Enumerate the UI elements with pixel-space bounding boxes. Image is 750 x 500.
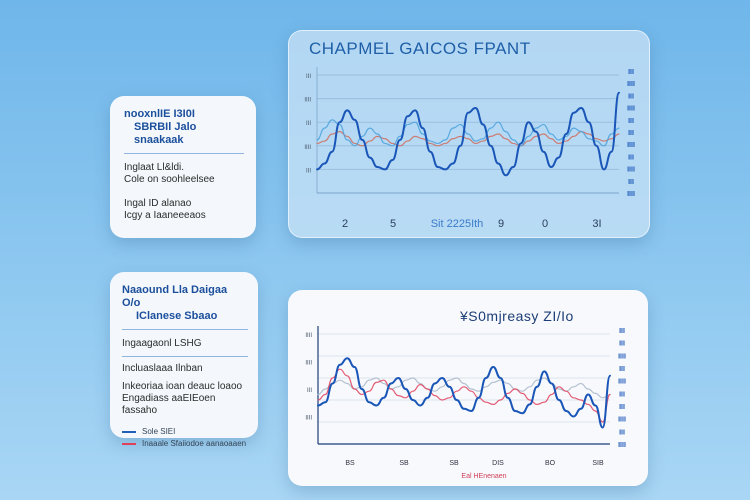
x-axis-label: Eal HEnenaen: [461, 473, 506, 480]
info-card-1-subtitle: SBRBIl Jalo snaakaak: [134, 121, 197, 146]
series-line-2: [316, 119, 620, 147]
chart-2-title: ¥S0mjreasy ZI/Io: [460, 308, 574, 324]
y-tick-label-right: III: [628, 69, 634, 76]
info-card-2-line: Inkeoriaa ioan deauc loaoo: [122, 381, 243, 392]
chart-1-plot: IIIIIIIIIIIIIIIIIIIIIIIIIIIIIIIIIIIIIIII…: [304, 67, 635, 230]
x-tick-label: BO: [545, 460, 556, 467]
y-tick-label-right: III: [628, 154, 634, 161]
y-tick-label-right: IIII: [627, 142, 635, 149]
y-tick-label: IIII: [304, 98, 311, 104]
info-card-1-line: Ingal ID alanao: [124, 198, 192, 209]
y-tick-label-right: III: [619, 404, 625, 411]
info-card-1-line: Icgy a Iaaneeeaos: [124, 210, 206, 221]
x-tick-label: 9: [498, 218, 504, 230]
info-card-2: Naaound Lla Daigaa O/o IClanese Sbaao In…: [110, 272, 258, 448]
y-tick-label: III: [306, 168, 311, 174]
y-tick-label-right: III: [619, 391, 625, 398]
x-tick-label: 5: [390, 218, 396, 230]
y-tick-label: IIII: [305, 416, 312, 422]
y-tick-label: III: [307, 388, 312, 394]
y-tick-label: III: [306, 74, 311, 80]
chart-2-plot: IIIIIIIIIIIIIIIIIIIIIIIIIIIIIIIIIIIIIIII…: [305, 326, 626, 480]
legend-swatch: [122, 430, 136, 433]
legend-item: Sole SIEI: [122, 427, 248, 436]
x-tick-label: SB: [449, 460, 459, 467]
y-tick-label-right: IIII: [618, 417, 626, 424]
info-card-1-title: nooxnlIE I3I0I: [124, 108, 195, 120]
y-tick-label-right: IIII: [618, 442, 626, 449]
info-card-2-line: Ingaagaonl LSHG: [122, 338, 202, 349]
y-tick-label-right: IIII: [618, 379, 626, 386]
y-tick-label-right: IIII: [627, 167, 635, 174]
x-tick-label: 3I: [592, 218, 601, 230]
y-tick-label-right: IIII: [627, 81, 635, 88]
y-tick-label-right: IIII: [618, 353, 626, 360]
y-tick-label-right: III: [619, 366, 625, 373]
y-tick-label-right: III: [628, 118, 634, 125]
y-tick-label-right: IIII: [627, 191, 635, 198]
x-tick-label: BS: [345, 460, 355, 467]
info-card-2-title: Naaound Lla Daigaa O/o: [122, 284, 228, 309]
divider: [122, 329, 248, 330]
x-tick-label: SIB: [592, 460, 604, 467]
divider: [122, 356, 248, 357]
legend-label: Sole SIEI: [142, 427, 176, 436]
legend-swatch: [122, 442, 136, 445]
x-axis-label: Sit 2225Ith: [431, 218, 484, 230]
y-tick-label-right: III: [628, 179, 634, 186]
info-card-1: nooxnlIE I3I0I SBRBIl Jalo snaakaak Ingl…: [110, 96, 256, 238]
x-tick-label: SB: [399, 460, 409, 467]
info-card-2-line: Incluaslaaa Ilnban: [122, 363, 203, 374]
y-tick-label-right: IIII: [627, 106, 635, 113]
info-card-1-line: Inglaat Ll&ldi.: [124, 162, 185, 173]
y-tick-label-right: III: [628, 130, 634, 137]
chart-1-title: CHAPMEL GAICOS FPANT: [309, 39, 531, 58]
y-tick-label-right: III: [619, 341, 625, 348]
divider: [124, 153, 244, 154]
y-tick-label: III: [306, 121, 311, 127]
info-card-2-line: Engadiass aaEIEoen fassaho: [122, 393, 216, 416]
y-tick-label: IIII: [304, 145, 311, 151]
series-line-3: [317, 377, 611, 399]
series-line-1: [317, 357, 611, 429]
series-line-1: [316, 91, 620, 177]
x-tick-label: 2: [342, 218, 348, 230]
y-tick-label: IIII: [305, 333, 312, 339]
y-tick-label-right: III: [619, 429, 625, 436]
x-tick-label: 0: [542, 218, 548, 230]
legend-item: Inaaale Sfaiiodoe aanaoaaen: [122, 439, 248, 448]
series-line-2: [317, 368, 611, 423]
info-card-1-line: Cole on soohleelsee: [124, 174, 215, 185]
y-tick-label-right: III: [628, 93, 634, 100]
info-card-2-subtitle: IClanese Sbaao: [136, 310, 218, 322]
y-tick-label-right: III: [619, 328, 625, 335]
series-line-3: [316, 131, 620, 147]
chart-card-1: CHAPMEL GAICOS FPANT III IIII III IIII III II…: [288, 30, 650, 238]
y-tick-label: IIII: [305, 361, 312, 367]
x-tick-label: DIS: [492, 460, 504, 467]
chart-card-2: ¥S0mjreasy ZI/Io IIII IIII III IIII III III II…: [288, 290, 648, 486]
legend-label: Inaaale Sfaiiodoe aanaoaaen: [142, 439, 247, 448]
